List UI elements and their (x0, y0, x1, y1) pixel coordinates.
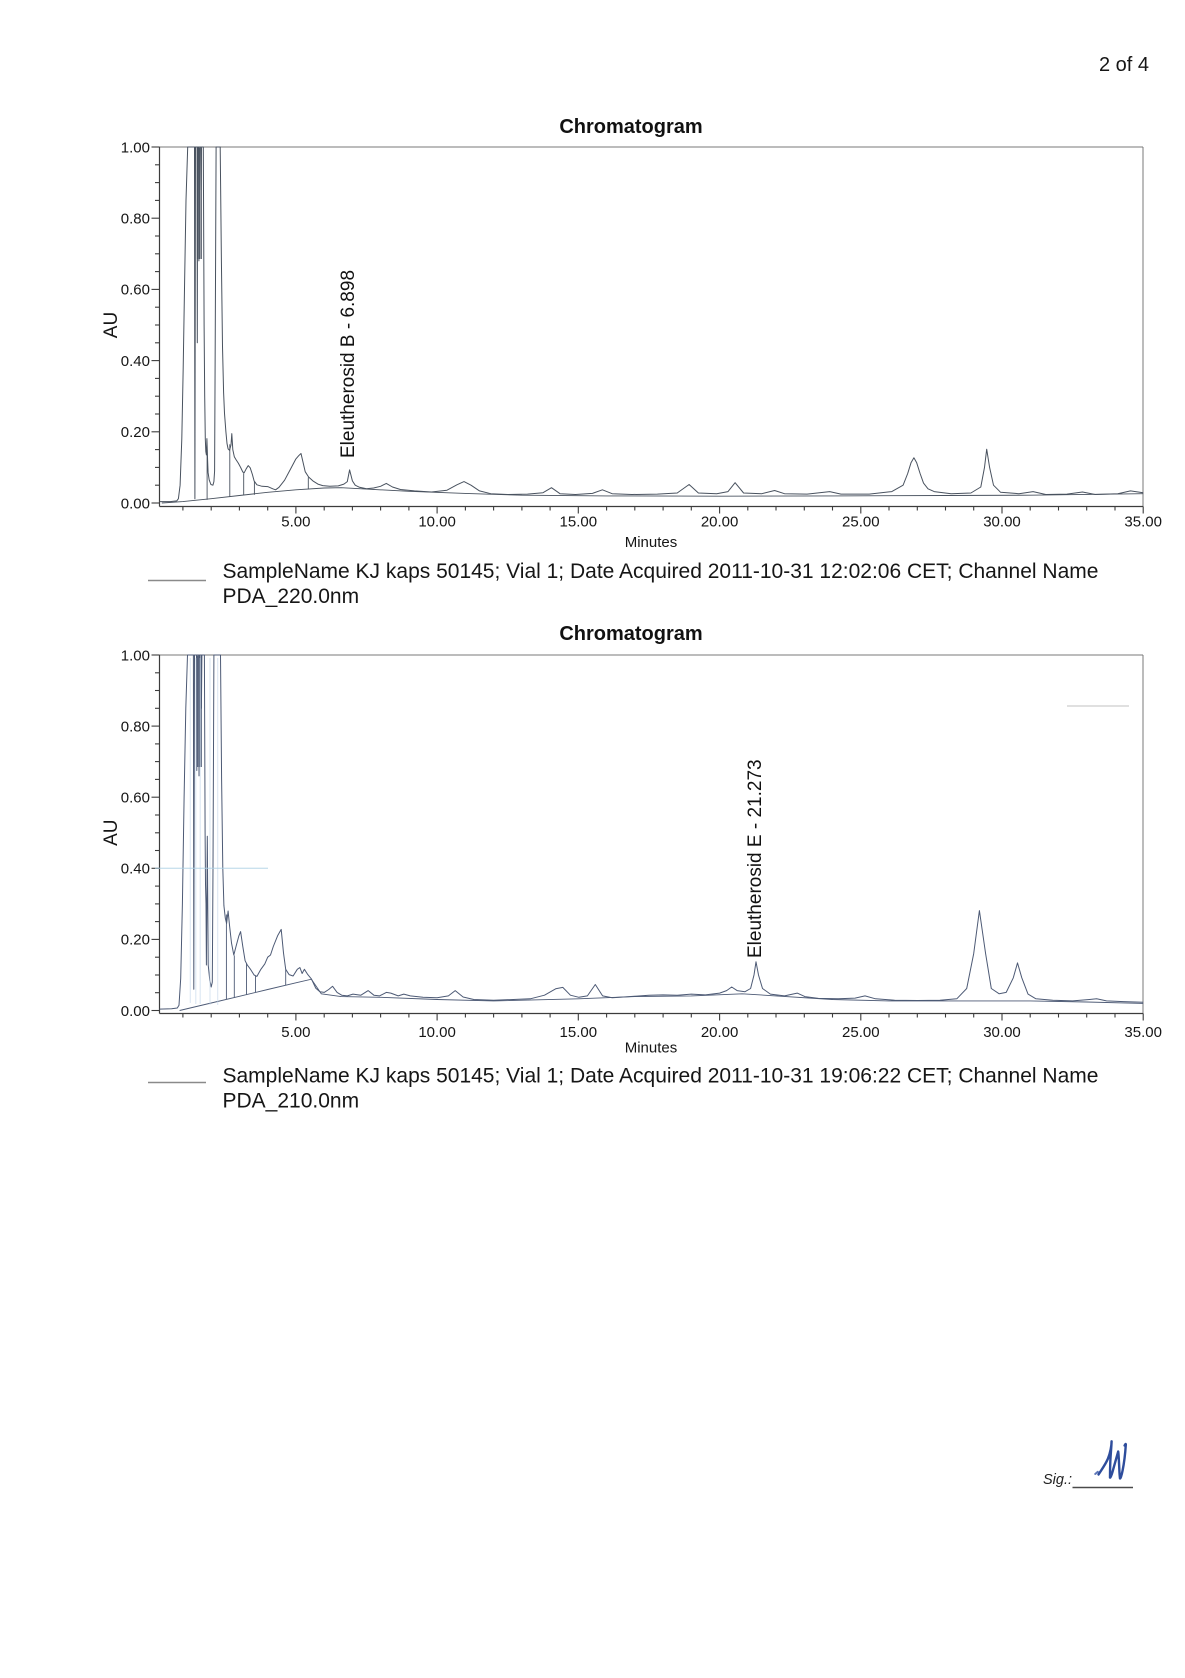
svg-text:Sig.:: Sig.: (1043, 1472, 1072, 1488)
svg-text:0.60: 0.60 (121, 282, 150, 299)
svg-text:0.20: 0.20 (121, 932, 150, 949)
svg-text:0.00: 0.00 (121, 495, 150, 512)
svg-text:35.00: 35.00 (1124, 514, 1162, 531)
svg-text:30.00: 30.00 (983, 514, 1021, 531)
svg-text:10.00: 10.00 (418, 514, 456, 531)
svg-text:20.00: 20.00 (701, 514, 739, 531)
svg-text:1.00: 1.00 (121, 647, 150, 664)
svg-text:25.00: 25.00 (842, 1024, 880, 1041)
svg-text:SampleName KJ kaps 50145; Vial: SampleName KJ kaps 50145; Vial 1; Date A… (223, 1065, 1099, 1088)
svg-text:35.00: 35.00 (1124, 1024, 1162, 1041)
svg-text:Minutes: Minutes (625, 1040, 678, 1057)
svg-text:0.80: 0.80 (121, 211, 150, 228)
svg-text:25.00: 25.00 (842, 514, 880, 531)
svg-text:1.00: 1.00 (121, 139, 150, 156)
svg-text:PDA_210.0nm: PDA_210.0nm (223, 1090, 360, 1113)
svg-text:0.00: 0.00 (121, 1003, 150, 1020)
svg-text:30.00: 30.00 (983, 1024, 1021, 1041)
svg-text:0.20: 0.20 (121, 424, 150, 441)
svg-text:Chromatogram: Chromatogram (559, 623, 702, 645)
svg-text:SampleName KJ kaps 50145; Vial: SampleName KJ kaps 50145; Vial 1; Date A… (223, 560, 1099, 583)
svg-text:0.40: 0.40 (121, 861, 150, 878)
svg-text:20.00: 20.00 (701, 1024, 739, 1041)
svg-text:10.00: 10.00 (418, 1024, 456, 1041)
svg-text:0.40: 0.40 (121, 353, 150, 370)
svg-text:Minutes: Minutes (625, 534, 678, 551)
svg-text:5.00: 5.00 (281, 1024, 310, 1041)
svg-text:15.00: 15.00 (560, 514, 598, 531)
svg-text:AU: AU (101, 312, 122, 338)
svg-text:5.00: 5.00 (281, 514, 310, 531)
svg-text:PDA_220.0nm: PDA_220.0nm (223, 585, 360, 608)
svg-text:2 of 4: 2 of 4 (1099, 54, 1149, 76)
svg-text:0.60: 0.60 (121, 790, 150, 807)
svg-text:Eleutherosid E - 21.273: Eleutherosid E - 21.273 (745, 759, 766, 958)
svg-text:AU: AU (101, 819, 122, 845)
svg-text:Chromatogram: Chromatogram (559, 116, 702, 138)
svg-text:0.80: 0.80 (121, 718, 150, 735)
svg-text:15.00: 15.00 (560, 1024, 598, 1041)
svg-text:Eleutherosid B - 6.898: Eleutherosid B - 6.898 (338, 270, 359, 458)
